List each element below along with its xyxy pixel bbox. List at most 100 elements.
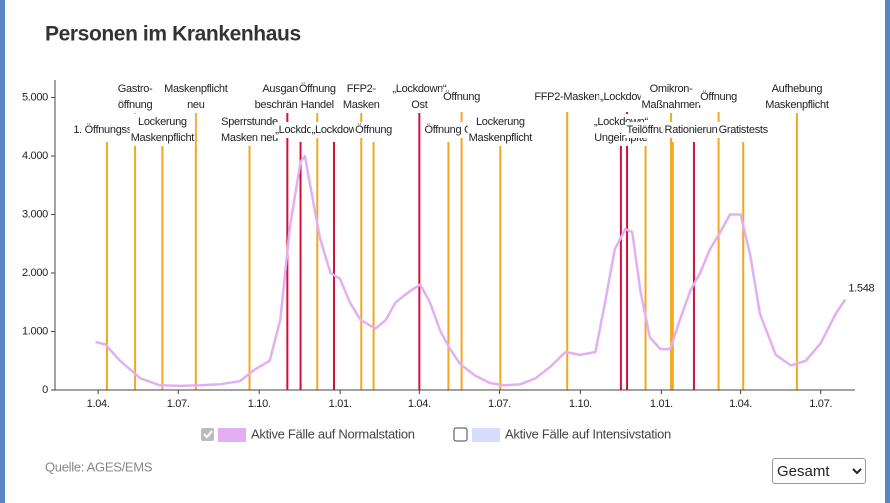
event-label-text: Teilöffnu	[627, 124, 665, 136]
event-label: Sperrstunde Masken neu	[220, 114, 279, 146]
event-label-text: Maskenpflicht	[765, 99, 829, 111]
legend-label[interactable]: Aktive Fälle auf Normalstation	[251, 426, 415, 441]
event-label: Omikron- Maßnahmen	[640, 81, 702, 113]
x-tick-label: 1.07.	[809, 398, 832, 410]
event-label-bg	[442, 89, 482, 105]
event-label-bg	[220, 114, 279, 146]
chart-title: Personen im Krankenhaus	[45, 23, 301, 46]
value-label: 1.548	[848, 282, 874, 294]
y-tick-label: 3.000	[22, 208, 48, 220]
event-label: FFP2-Masken	[533, 89, 602, 105]
source: Quelle: AGES/EMS	[45, 459, 153, 474]
series-line	[95, 154, 847, 388]
x-tick-label: 1.04.	[729, 398, 752, 410]
event-label: Rationierung	[663, 122, 725, 138]
event-label-bg	[533, 89, 602, 105]
event-label: Aufhebung Maskenpflicht	[764, 81, 830, 113]
event-label-bg	[423, 122, 474, 138]
check-mark	[203, 430, 213, 439]
event-label-text: Maskenpflicht	[164, 83, 228, 95]
event-label-bg	[764, 81, 830, 113]
y-tick-label: 5.000	[22, 91, 48, 103]
event-label: Öffnung	[354, 122, 394, 138]
event-label-bg	[72, 122, 142, 138]
event-label-text: Maskenpflicht	[469, 132, 533, 144]
legend-checkbox[interactable]	[453, 427, 468, 442]
x-tick-label: 1.01.	[329, 398, 352, 410]
event-label-text: Öffnung O	[424, 124, 473, 136]
event-label-bg	[129, 114, 196, 146]
plot: 0 1.000 2.000 3.000 4.000 5.000 1.04. 1.07. 1.10…	[22, 80, 875, 410]
event-label-text: Maßnahmen	[642, 99, 701, 111]
event-label: Öffnung	[442, 89, 482, 105]
x-tick-label: 1.04.	[87, 398, 110, 410]
chart: Personen im Krankenhaus 0 1.000 2.000 3.000…	[22, 23, 875, 475]
event-label-bg	[640, 81, 702, 113]
event-label: Gratistests	[717, 122, 769, 138]
event-label-bg	[663, 122, 725, 138]
legend-label[interactable]: Aktive Fälle auf Intensivstation	[505, 426, 671, 441]
event-label-bg	[297, 81, 337, 113]
event-label-text: „Lockdow	[312, 124, 357, 136]
event-label-text: 1. Öffnungsstu	[73, 124, 140, 136]
event-label-text: „Lockdown“	[392, 83, 446, 95]
event-label-bg	[354, 122, 394, 138]
event-label-text: Rationierung	[665, 124, 724, 136]
event-label: „Lockdow	[310, 122, 358, 138]
event-label-bg	[310, 122, 358, 138]
events	[105, 112, 798, 390]
x-tick-label: 1.04.	[408, 398, 431, 410]
event-label-text: Öffnung	[700, 91, 737, 103]
event-label: FFP2- Masken	[341, 81, 381, 113]
event-label: Maskenpflicht neu	[163, 81, 229, 113]
x-tick-label: 1.07.	[167, 398, 190, 410]
event-label: „Lockdown“ Ost	[391, 81, 448, 113]
event-label: Teilöffnu	[625, 122, 666, 138]
legend-checkbox[interactable]	[201, 428, 214, 441]
y-tick-label: 4.000	[22, 150, 48, 162]
x-tick-label: 1.10.	[569, 398, 592, 410]
event-label-text: neu	[187, 99, 205, 111]
event-labels: 1. Öffnungsstu Gastro-öffnung Lockerung Mas…	[72, 81, 830, 146]
event-label-text: Ost	[411, 99, 427, 111]
y-tick-label: 0	[42, 384, 48, 396]
event-label: Lockerung Maskenpflicht	[467, 114, 534, 146]
event-label-bg	[625, 122, 666, 138]
event-label-text: Masken neu	[221, 132, 278, 144]
event-label: Gastro-öffnung	[116, 81, 154, 113]
event-label-bg	[116, 81, 154, 113]
y-tick-label: 2.000	[22, 267, 48, 279]
event-label: Lockerung Maskenpflicht	[129, 114, 196, 146]
event-label-text: Maskenpflicht	[131, 132, 195, 144]
x-tick-label: 1.07.	[488, 398, 511, 410]
event-label-text: Öffnung	[443, 91, 480, 103]
event-label-text: Lockerung	[138, 116, 187, 128]
event-label-bg	[717, 122, 769, 138]
event-label-text: Omikron-	[650, 83, 693, 95]
event-label-text: Lockerung	[476, 116, 525, 128]
event-label-text: Gratistests	[719, 124, 769, 136]
event-label-text: Öffnung	[299, 83, 336, 95]
event-label: Öffnung O	[423, 122, 473, 138]
event-label-text: Gastro-	[118, 83, 153, 95]
y-tick-label: 1.000	[22, 325, 48, 337]
event-label-text: Masken	[343, 99, 380, 111]
event-label-bg	[391, 81, 448, 113]
event-label: Öffnung Handel	[297, 81, 337, 113]
event-label-text: Handel	[301, 99, 334, 111]
legend-swatch	[472, 428, 500, 442]
x-tick-label: 1.01.	[650, 398, 673, 410]
event-label-text: FFP2-Masken	[534, 91, 600, 103]
event-label-text: FFP2-	[347, 83, 377, 95]
event-label-bg	[467, 114, 534, 146]
event-label: 1. Öffnungsstu	[72, 122, 142, 138]
event-label-bg	[699, 89, 739, 105]
x-tick-label: 1.10.	[248, 398, 271, 410]
legend-swatch	[218, 428, 246, 442]
event-label-text: Aufhebung	[772, 83, 823, 95]
event-label-text: Öffnung	[355, 124, 392, 136]
range-select[interactable]: Gesamt	[772, 458, 866, 484]
event-label: Öffnung	[699, 89, 739, 105]
event-label-bg	[341, 81, 381, 113]
